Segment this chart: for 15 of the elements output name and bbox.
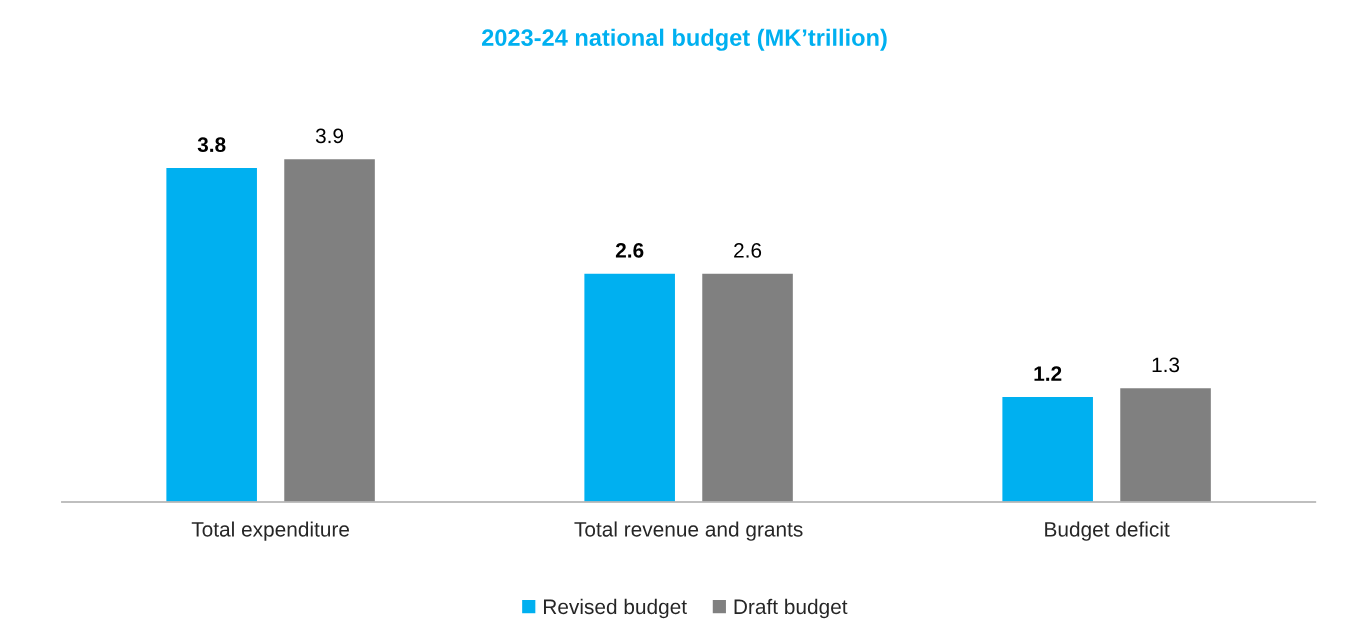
data-label: 3.9 — [315, 128, 344, 144]
data-label: 1.3 — [1152, 357, 1180, 373]
chart-title: 2023-24 national budget (MK’trillion) — [482, 28, 887, 51]
data-label: 3.8 — [197, 137, 226, 153]
x-tick-label: Budget deficit — [1045, 521, 1170, 541]
bar — [582, 272, 677, 502]
legend-label: Revised budget — [544, 598, 687, 619]
x-tick-label: Total revenue and grants — [574, 521, 803, 541]
data-label: 1.2 — [1034, 366, 1062, 381]
data-label: 2.6 — [734, 243, 762, 258]
legend-label: Draft budget — [734, 598, 848, 619]
bar — [1000, 395, 1095, 502]
data-label: 2.6 — [615, 243, 644, 258]
x-tick-label: Total expenditure — [191, 521, 350, 541]
bar — [164, 166, 259, 502]
